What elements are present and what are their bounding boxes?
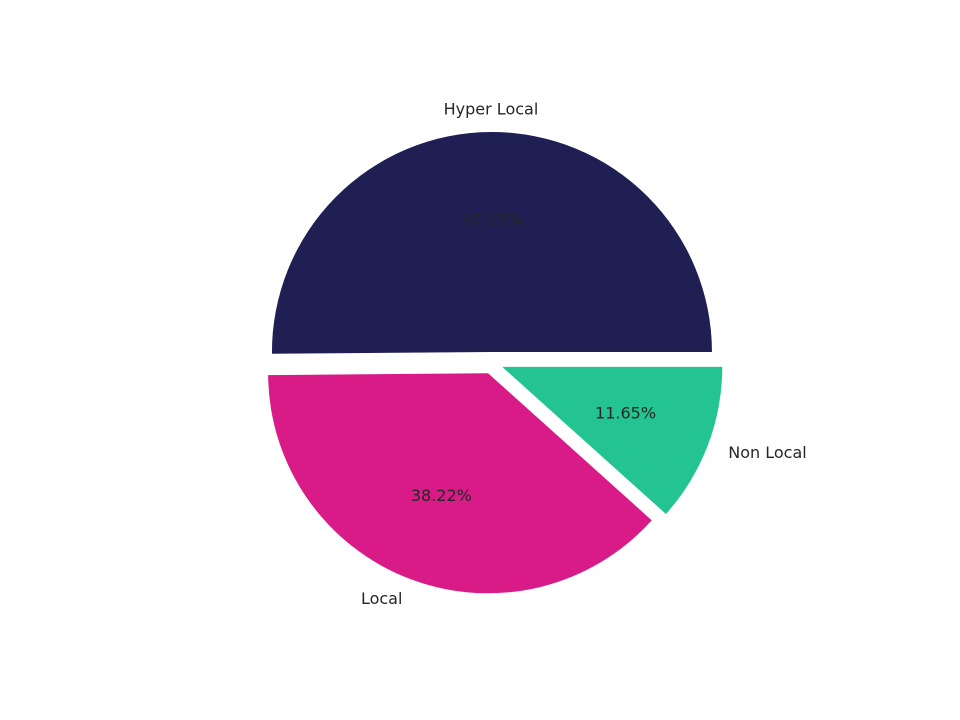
- percent-label: 38.22%: [411, 486, 472, 505]
- pie-slice: [271, 131, 712, 354]
- pie-slice: [502, 366, 723, 514]
- slice-label: Local: [361, 589, 402, 608]
- slice-label: Hyper Local: [444, 100, 539, 119]
- percent-label: 11.65%: [595, 404, 656, 423]
- slice-label: Non Local: [728, 443, 806, 462]
- percent-label: 50.13%: [461, 210, 522, 229]
- pie-slice: [268, 373, 652, 594]
